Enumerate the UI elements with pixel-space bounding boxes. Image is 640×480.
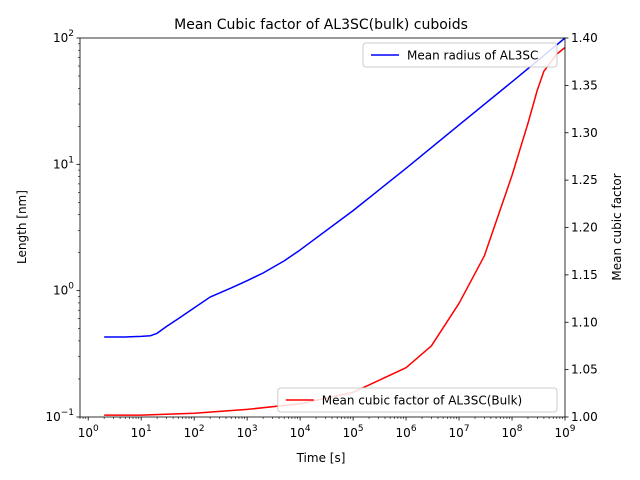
legend-box-1	[362, 42, 558, 68]
legend-label-1: Mean radius of AL3SC	[407, 49, 538, 63]
y-tick-label: 100	[53, 282, 74, 298]
x-tick-label: 105	[343, 424, 364, 440]
y2-tick-label: 1.05	[571, 363, 598, 377]
x-tick-label: 108	[502, 424, 523, 440]
plot-frame	[79, 37, 566, 418]
series-line-2	[104, 46, 566, 416]
y2-tick-label: 1.25	[571, 173, 598, 187]
x-tick-label: 104	[290, 424, 311, 440]
y2-tick-label: 1.35	[571, 78, 598, 92]
y2-tick-label: 1.30	[571, 126, 598, 140]
y-axis-title: Length [nm]	[15, 190, 29, 264]
y2-axis-title: Mean cubic factor	[610, 173, 624, 280]
y-tick-label: 102	[53, 29, 74, 45]
y2-tick-label: 1.40	[571, 31, 598, 45]
y-tick-label: 101	[53, 155, 74, 171]
series-line-1	[104, 37, 566, 338]
y2-tick-label: 1.00	[571, 410, 598, 424]
y2-tick-label: 1.10	[571, 315, 598, 329]
x-axis-title: Time [s]	[296, 451, 346, 465]
chart-title: Mean Cubic factor of AL3SC(bulk) cuboids	[174, 17, 468, 33]
legend-label-2: Mean cubic factor of AL3SC(Bulk)	[322, 394, 522, 408]
y2-tick-label: 1.20	[571, 221, 598, 235]
x-tick-label: 103	[237, 424, 258, 440]
legend-box-2	[277, 387, 558, 413]
x-tick-label: 100	[78, 424, 99, 440]
y2-tick-label: 1.15	[571, 268, 598, 282]
x-tick-label: 109	[554, 424, 575, 440]
y-tick-label: 10−1	[45, 408, 74, 424]
x-tick-label: 101	[131, 424, 152, 440]
x-tick-label: 107	[449, 424, 470, 440]
x-tick-label: 106	[396, 424, 417, 440]
x-tick-label: 102	[184, 424, 205, 440]
